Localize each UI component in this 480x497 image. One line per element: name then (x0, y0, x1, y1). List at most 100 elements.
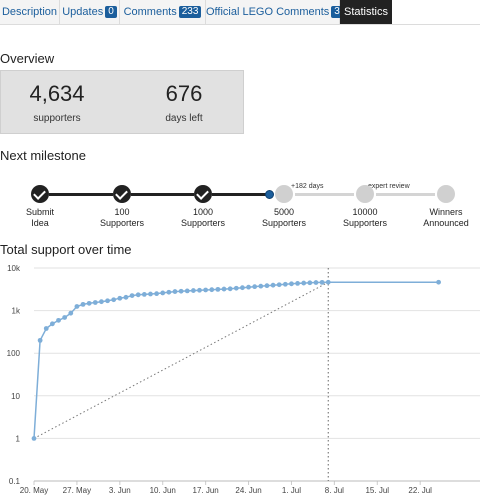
milestone-label: Winners Announced (411, 207, 480, 229)
data-point (325, 279, 331, 285)
data-point (221, 286, 227, 292)
data-point (282, 281, 288, 287)
data-point (209, 287, 215, 293)
overview-box: 4,634 supporters 676 days left (0, 70, 244, 134)
tab-statistics[interactable]: Statistics (340, 0, 392, 24)
milestone-label-line2: Supporters (342, 218, 388, 228)
data-point (295, 281, 300, 286)
data-point (184, 288, 190, 294)
data-point (307, 280, 313, 286)
data-point (99, 299, 104, 305)
data-point (270, 282, 276, 288)
y-tick-label: 0.1 (9, 477, 21, 486)
x-tick-label: 27. May (63, 486, 91, 495)
data-point (203, 287, 209, 293)
x-tick-label: 8. Jul (325, 486, 344, 495)
official-comments-count-badge: 3 (331, 6, 343, 18)
data-point (74, 304, 80, 309)
data-point (37, 337, 43, 343)
milestone-complete-icon (113, 185, 131, 203)
x-tick-label: 3. Jun (109, 486, 131, 495)
data-point (264, 283, 270, 289)
data-point (111, 297, 117, 303)
data-point (80, 301, 86, 307)
data-point (313, 280, 319, 285)
milestone-label-line1: 100 (114, 207, 130, 217)
milestone-label-line1: 10000 (352, 207, 378, 217)
data-point (319, 279, 325, 285)
check-icon (115, 187, 128, 200)
tab-updates[interactable]: Updates 0 (60, 0, 120, 24)
tab-description[interactable]: Description (0, 0, 60, 24)
days-left-stat: 676 days left (146, 81, 222, 124)
milestone-label-line1: 1000 (192, 207, 214, 217)
milestone-connector-pending (376, 193, 435, 196)
milestone-connector (49, 193, 113, 196)
x-tick-label: 1. Jul (282, 486, 301, 495)
check-icon (33, 187, 46, 200)
support-over-time-chart: 10k 1k 100 10 1 0.120. May 27. May 3. Jun 10. Ju… (7, 264, 480, 495)
data-point (56, 317, 61, 323)
x-tick-label: 17. Jun (193, 486, 219, 495)
data-point (117, 295, 123, 301)
data-point (86, 300, 92, 306)
y-tick-label: 100 (7, 349, 21, 358)
milestone-label-line2: Supporters (180, 218, 226, 228)
data-point (436, 279, 441, 285)
tab-label: Statistics (343, 6, 388, 18)
data-point (246, 284, 251, 290)
data-point (154, 291, 160, 297)
data-point (289, 281, 294, 287)
supporters-count: 4,634 (29, 81, 85, 106)
milestone-label: 1000 Supporters (168, 207, 238, 229)
supporters-label: supporters (33, 113, 81, 124)
data-point (123, 294, 129, 300)
data-point (68, 310, 74, 316)
x-tick-label: 15. Jul (365, 486, 389, 495)
data-point (178, 288, 184, 294)
support-series-line (33, 281, 439, 439)
milestone-label-line2: Idea (31, 218, 49, 228)
days-left-count: 676 (165, 81, 203, 106)
data-point (49, 321, 55, 327)
tab-bar: Description Updates 0 Comments 233 Officia… (0, 0, 480, 25)
milestone-label-line2: Supporters (261, 218, 307, 228)
tab-label: Description (1, 6, 58, 18)
data-point (276, 282, 282, 288)
y-tick-label: 10 (11, 392, 20, 401)
data-point (92, 300, 98, 305)
milestone-connector-pending (295, 193, 354, 196)
data-point (233, 285, 239, 291)
updates-count-badge: 0 (105, 6, 117, 18)
x-tick-label: 10. Jun (150, 486, 176, 495)
data-point (252, 284, 258, 290)
tab-label: Official LEGO Comments (206, 6, 330, 18)
data-point (172, 289, 178, 294)
milestone-pending-icon (437, 185, 455, 203)
data-point (31, 436, 37, 441)
milestone-label: 10000 Supporters (330, 207, 400, 229)
data-point (43, 326, 49, 331)
data-point (160, 290, 166, 296)
data-point (197, 287, 202, 293)
milestone-review-note: expert review (368, 183, 410, 190)
data-point (105, 298, 110, 304)
data-point (215, 286, 221, 292)
y-tick-label: 1k (12, 307, 21, 316)
milestone-pending-icon (275, 185, 293, 203)
data-point (240, 285, 245, 291)
milestone-label: 5000 Supporters (249, 207, 319, 229)
tab-official-lego-comments[interactable]: Official LEGO Comments 3 (206, 0, 343, 24)
milestone-progress-connector (212, 193, 269, 196)
milestone-days-note: +182 days (291, 183, 324, 190)
milestone-complete-icon (31, 185, 49, 203)
data-point (258, 283, 264, 289)
tab-comments[interactable]: Comments 233 (120, 0, 206, 24)
milestone-label-line1: Winners (429, 207, 463, 217)
milestone-complete-icon (194, 185, 212, 203)
milestone-label-line1: Submit (25, 207, 54, 217)
x-tick-label: 20. May (20, 486, 48, 495)
days-left-label: days left (165, 113, 203, 124)
tab-label: Comments (123, 6, 177, 18)
y-tick-label: 1 (16, 434, 21, 443)
